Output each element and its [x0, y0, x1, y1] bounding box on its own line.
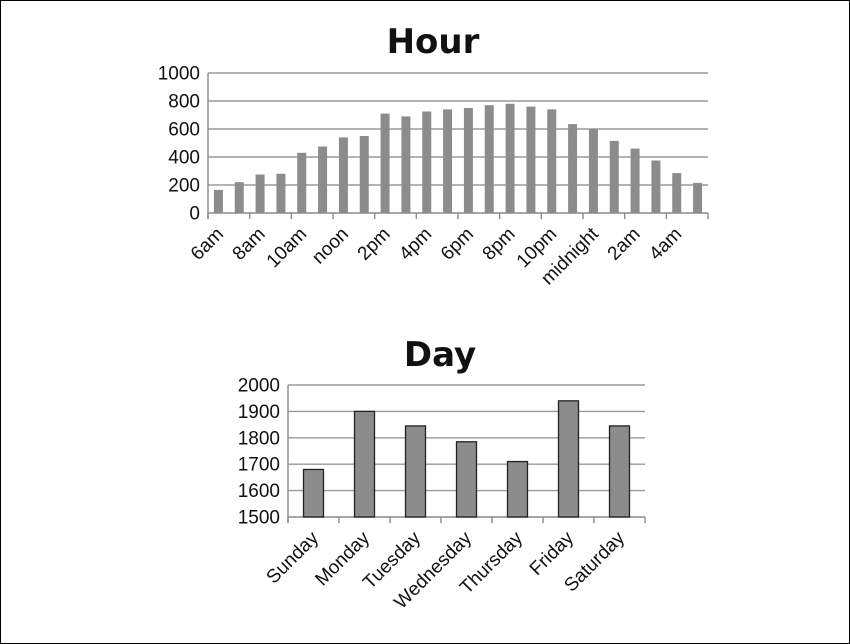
hour-x-tick-label: noon — [308, 224, 353, 269]
day-bar-Wednesday — [455, 441, 478, 518]
hour-bar-8am — [255, 174, 265, 213]
hour-bar-6am — [213, 189, 223, 213]
hour-bar-6pm — [463, 108, 473, 213]
hour-x-tick-label: 4pm — [395, 224, 436, 265]
hour-y-tick-label: 1000 — [158, 64, 200, 85]
hour-bar-7pm — [484, 105, 494, 213]
hour-x-tick-label: 2am — [604, 224, 645, 265]
day-bar-Tuesday — [404, 425, 427, 518]
day-y-tick-label: 1700 — [238, 455, 280, 476]
day-bar-Saturday — [608, 425, 631, 518]
hour-bar-2am — [630, 148, 640, 213]
hour-x-tick-label: 6pm — [437, 224, 478, 265]
hour-bar-midnight — [588, 129, 598, 213]
day-y-tick-label: 1500 — [238, 508, 280, 529]
hour-bar-5pm — [443, 109, 453, 213]
hour-bar-11am — [318, 146, 328, 213]
hour-bar-1am — [609, 140, 619, 213]
hour-y-tick-label: 200 — [168, 176, 200, 197]
day-y-tick-label: 1800 — [238, 428, 280, 449]
day-y-tick-label: 1900 — [238, 402, 280, 423]
day-y-tick-label: 1600 — [238, 481, 280, 502]
hour-bar-4am — [672, 173, 682, 213]
hour-bar-4pm — [422, 111, 432, 213]
hour-x-tick-label: 10am — [263, 224, 311, 272]
hour-x-tick-label: 2pm — [354, 224, 395, 265]
hour-y-tick-label: 600 — [168, 120, 200, 141]
hour-bar-7am — [234, 182, 244, 213]
day-y-tick-label: 2000 — [238, 376, 280, 397]
hour-bar-2pm — [380, 113, 390, 213]
hour-bar-9pm — [526, 106, 536, 213]
hour-bar-10am — [297, 152, 307, 213]
day-chart-title: Day — [404, 335, 476, 375]
hour-bar-noon — [338, 137, 348, 213]
hour-bar-5am — [693, 182, 703, 213]
hour-x-tick-label: 4am — [645, 224, 686, 265]
hour-bar-9am — [276, 173, 286, 213]
hour-bar-3pm — [401, 116, 411, 213]
hour-y-tick-label: 800 — [168, 92, 200, 113]
hour-bar-8pm — [505, 103, 515, 213]
hour-bar-1pm — [359, 136, 369, 213]
hour-y-tick-label: 0 — [189, 204, 200, 225]
hour-bar-11pm — [568, 124, 578, 213]
hour-x-tick-label: 6am — [187, 224, 228, 265]
hour-chart-title: Hour — [387, 22, 480, 62]
day-bar-Thursday — [506, 460, 529, 518]
hour-bar-3am — [651, 160, 661, 213]
day-chart: 150016001700180019002000SundayMondayTues… — [238, 376, 646, 613]
hour-bar-10pm — [547, 109, 557, 213]
day-bar-Sunday — [302, 468, 325, 518]
day-bar-Monday — [353, 410, 376, 518]
day-bar-Friday — [557, 400, 580, 518]
hour-y-tick-label: 400 — [168, 148, 200, 169]
